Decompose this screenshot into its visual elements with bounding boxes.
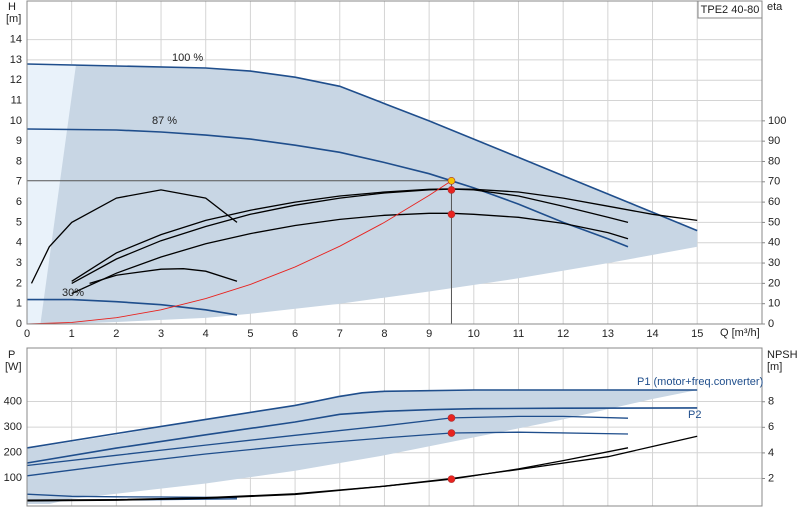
y-tick-label: 200 [4, 447, 22, 459]
y2-tick-label: 80 [768, 155, 780, 167]
curve-label: 30% [62, 287, 84, 299]
curve [26, 180, 452, 325]
y2-axis-label: NPSH [767, 349, 798, 361]
x-tick-label: 0 [24, 328, 30, 340]
y2-tick-label: 60 [768, 196, 780, 208]
operating-point [447, 176, 456, 185]
y2-tick-label: 8 [768, 396, 774, 408]
y-tick-label: 10 [10, 115, 22, 127]
secondary-curve [71, 212, 629, 295]
curve [26, 389, 698, 449]
x-tick-label: 9 [426, 328, 432, 340]
y2-tick-label: 6 [768, 421, 774, 433]
x-tick-label: 3 [158, 328, 164, 340]
y-tick-label: 9 [16, 135, 22, 147]
curve [26, 407, 698, 464]
operating-point [447, 210, 456, 219]
x-tick-label: 5 [247, 328, 253, 340]
x-tick-label: 1 [69, 328, 75, 340]
curve [26, 493, 238, 499]
y-tick-label: 6 [16, 196, 22, 208]
series-layer [26, 389, 698, 504]
x-tick-label: 8 [381, 328, 387, 340]
y-tick-label: 11 [11, 94, 22, 106]
plot-frame [26, 0, 763, 325]
chart-title: TPE2 40-80 [701, 4, 760, 16]
series-layer [26, 63, 698, 325]
y2-tick-label: 0 [768, 318, 774, 330]
x-tick-label: 13 [602, 328, 614, 340]
curve-label: 100 % [172, 52, 203, 64]
operating-area [27, 390, 698, 504]
x-tick-label: 7 [337, 328, 343, 340]
operating-point [447, 414, 456, 422]
y2-tick-label: 50 [768, 216, 780, 228]
x-axis-label: Q [m³/h] [720, 327, 760, 339]
secondary-curve [71, 188, 698, 282]
y-tick-label: 7 [16, 176, 22, 188]
plot-frame [26, 347, 763, 507]
y2-tick-label: 90 [768, 135, 780, 147]
operating-point [447, 475, 456, 483]
axes: 0123456789101112131401020304050607080901… [10, 0, 786, 340]
secondary-curve [71, 188, 629, 284]
y-tick-label: 3 [16, 257, 22, 269]
y2-tick-label: 30 [768, 257, 780, 269]
curve-label: P2 [688, 409, 701, 421]
axes: 100 200 300 400 2 4 6 8 [4, 347, 774, 507]
y-tick-label: 14 [10, 34, 22, 46]
curve-label: 87 % [152, 115, 177, 127]
secondary-curve [89, 268, 238, 285]
y-tick-label: 1 [16, 298, 22, 310]
curve [26, 128, 629, 248]
y-tick-label: 300 [4, 421, 22, 433]
x-tick-label: 10 [468, 328, 480, 340]
y2-tick-label: 70 [768, 176, 780, 188]
y-tick-label: 400 [4, 395, 22, 407]
y-tick-label: 0 [16, 318, 22, 330]
curve-label: P1 (motor+freq.converter) [637, 376, 763, 388]
title-box [697, 0, 763, 19]
x-tick-label: 4 [203, 328, 209, 340]
curve [26, 415, 629, 467]
y-axis-unit: [W] [5, 361, 22, 373]
y-tick-label: 13 [10, 54, 22, 66]
x-tick-label: 15 [691, 328, 703, 340]
x-tick-label: 14 [646, 328, 658, 340]
y-tick-label: 8 [16, 155, 22, 167]
y2-tick-label: 100 [768, 115, 786, 127]
curve [26, 63, 698, 232]
y2-axis-unit: [m] [767, 361, 782, 373]
y-tick-label: 5 [16, 216, 22, 228]
secondary-curve [30, 189, 238, 284]
y2-tick-label: 4 [768, 447, 774, 459]
y-tick-label: 12 [10, 74, 22, 86]
y2-tick-label: 20 [768, 277, 780, 289]
operating-point [447, 429, 456, 437]
x-tick-label: 11 [513, 328, 524, 340]
y2-tick-label: 2 [768, 472, 774, 484]
y-tick-label: 2 [16, 277, 22, 289]
y2-tick-label: 40 [768, 237, 780, 249]
y-axis-unit: [m] [6, 13, 21, 25]
y2-axis-label: eta [767, 1, 783, 13]
secondary-curve [26, 447, 629, 502]
x-tick-label: 12 [557, 328, 569, 340]
y-tick-label: 100 [4, 472, 22, 484]
x-tick-label: 6 [292, 328, 298, 340]
y-axis-label: H [8, 1, 16, 13]
curve [27, 298, 238, 316]
charts: 0123456789101112131401020304050607080901… [4, 0, 786, 507]
curve [26, 431, 629, 477]
y2-tick-label: 10 [768, 298, 780, 310]
operating-point [447, 186, 456, 194]
y-axis-label: P [8, 349, 15, 361]
y-tick-label: 4 [16, 237, 22, 249]
x-tick-label: 2 [113, 328, 119, 340]
